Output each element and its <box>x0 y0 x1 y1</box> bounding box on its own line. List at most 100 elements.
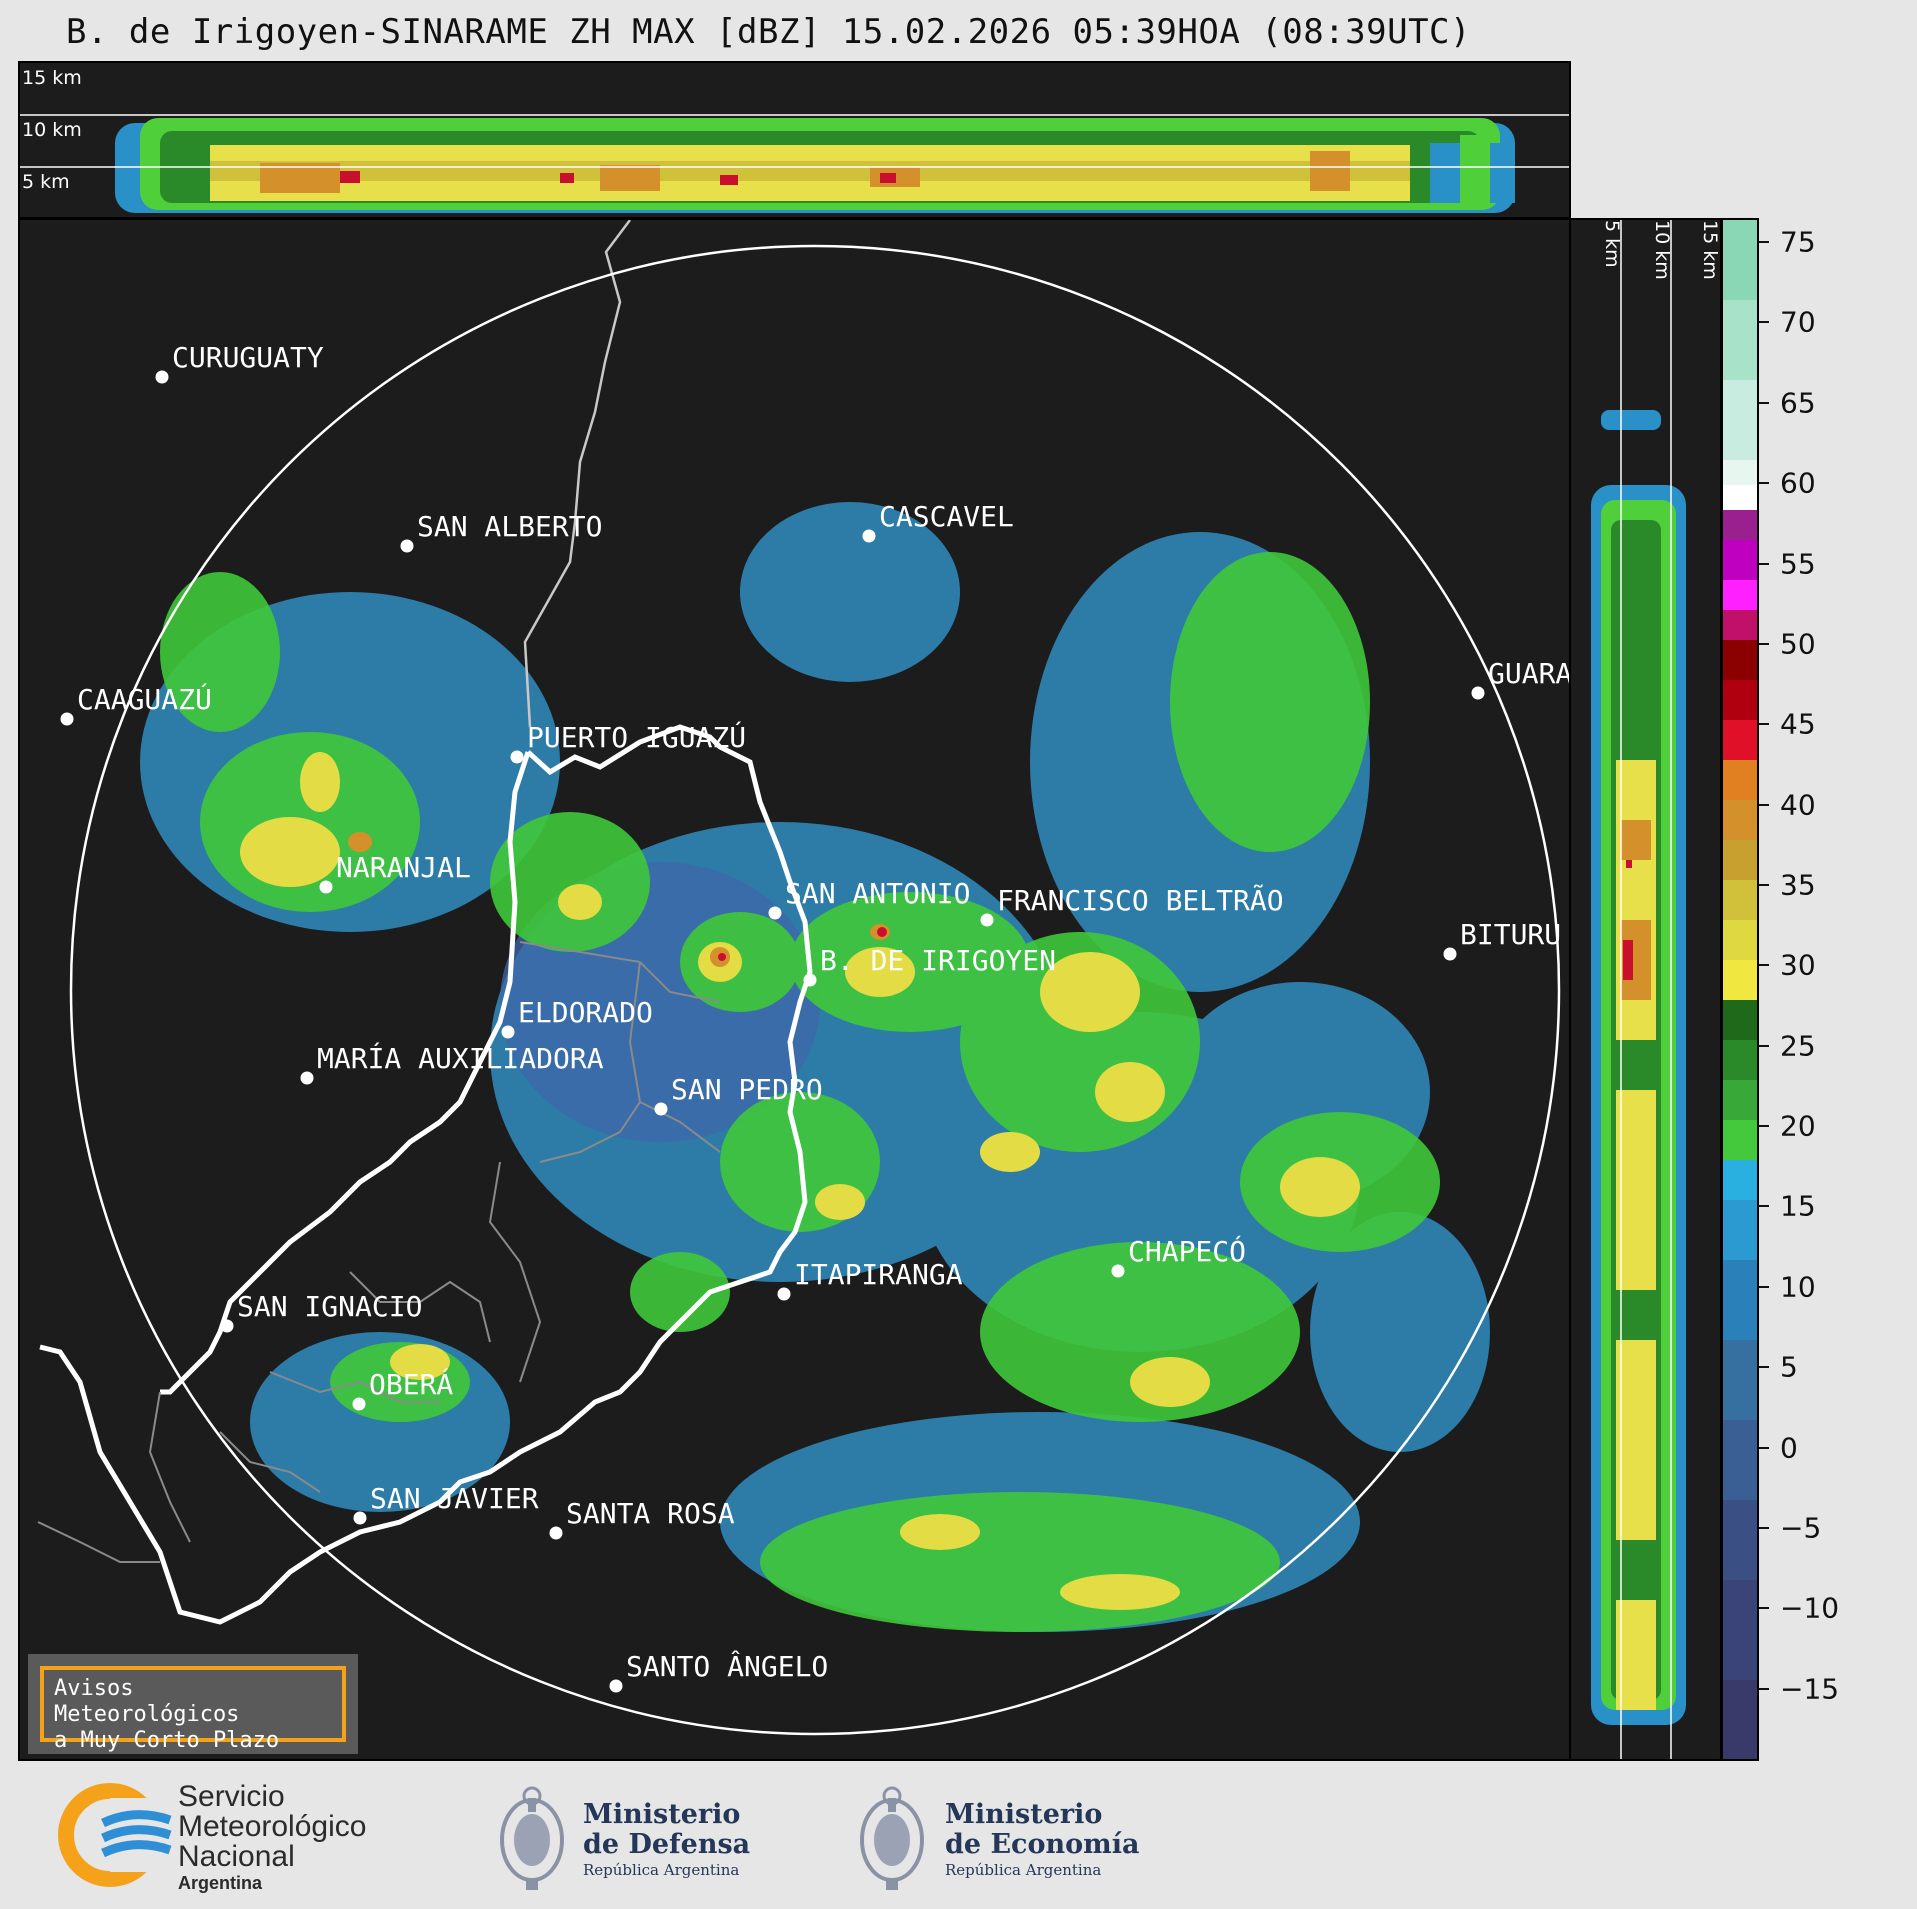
defensa-line-2: de Defensa <box>583 1829 751 1860</box>
city-marker[interactable] <box>60 712 74 726</box>
colorbar-tick <box>1759 1125 1769 1128</box>
colorbar-tick <box>1759 401 1769 404</box>
city-marker[interactable] <box>155 370 169 384</box>
side-vertical-profile: 5 km 10 km 15 km <box>1569 218 1722 1761</box>
side-profile-echoes <box>1591 220 1686 1759</box>
colorbar-tick <box>1759 884 1769 887</box>
top-vertical-profile: 15 km 10 km 5 km <box>18 61 1571 219</box>
city-label: FRANCISCO BELTRÃO <box>997 884 1284 917</box>
economia-line-1: Ministerio <box>945 1799 1103 1830</box>
defensa-line-1: Ministerio <box>583 1799 741 1830</box>
city-label: CURUGUATY <box>172 341 324 374</box>
colorbar-tick <box>1759 803 1769 806</box>
smn-line-2: Meteorológico <box>178 1810 367 1843</box>
city-markers: CURUGUATY SAN ALBERTO CASCAVEL CAAGUAZÚ GUAR… <box>60 341 1571 1693</box>
city-marker[interactable] <box>1111 1264 1125 1278</box>
city-marker[interactable] <box>980 913 994 927</box>
city-marker[interactable] <box>862 529 876 543</box>
warning-badge[interactable]: Avisos Meteorológicos a Muy Corto Plazo <box>28 1654 358 1754</box>
city-marker[interactable] <box>300 1071 314 1085</box>
city-label: CHAPECÓ <box>1128 1234 1246 1268</box>
altitude-label-10km: 10 km <box>22 119 82 141</box>
borders <box>37 220 813 1625</box>
city-label: PUERTO IGUAZÚ <box>527 720 746 754</box>
city-label: SANTO ÂNGELO <box>626 1649 828 1683</box>
colorbar-tick <box>1759 964 1769 967</box>
colorbar-tick-label: −15 <box>1780 1672 1840 1706</box>
city-label: CASCAVEL <box>879 500 1014 533</box>
warning-line-1: Avisos Meteorológicos <box>54 1676 240 1727</box>
colorbar-tick-label: 40 <box>1780 788 1816 822</box>
city-marker[interactable] <box>510 750 524 764</box>
radar-range-ring <box>69 244 1561 1736</box>
city-marker[interactable] <box>220 1319 234 1333</box>
defensa-line-3: República Argentina <box>583 1861 740 1879</box>
warning-line-2: a Muy Corto Plazo <box>54 1728 280 1753</box>
city-marker[interactable] <box>352 1397 366 1411</box>
city-label: BITURU <box>1460 918 1561 951</box>
colorbar-tick-label: 30 <box>1780 948 1816 982</box>
smn-line-3: Nacional <box>178 1840 295 1873</box>
radar-map-canvas: CURUGUATY SAN ALBERTO CASCAVEL CAAGUAZÚ GUAR… <box>37 220 1571 1736</box>
city-label: ELDORADO <box>518 996 653 1029</box>
city-marker[interactable] <box>400 539 414 553</box>
city-label: OBERÁ <box>369 1367 453 1401</box>
precipitation-echoes <box>140 502 1490 1632</box>
colorbar-tick <box>1759 1687 1769 1690</box>
city-label: NARANJAL <box>336 851 471 884</box>
colorbar-tick-label: 55 <box>1780 547 1816 581</box>
city-marker[interactable] <box>1443 947 1457 961</box>
colorbar-tick-label: 45 <box>1780 707 1816 741</box>
city-marker[interactable] <box>803 973 817 987</box>
side-altitude-label-5km: 5 km <box>1601 220 1623 268</box>
city-label: SANTA ROSA <box>566 1497 735 1530</box>
radar-map[interactable]: CURUGUATY SAN ALBERTO CASCAVEL CAAGUAZÚ GUAR… <box>18 218 1571 1761</box>
side-altitude-label-15km: 15 km <box>1699 220 1721 280</box>
city-marker[interactable] <box>777 1287 791 1301</box>
city-marker[interactable] <box>549 1526 563 1540</box>
defensa-logo-text: Ministerio de Defensa República Argentin… <box>583 1800 750 1880</box>
colorbar-tick <box>1759 1607 1769 1610</box>
city-marker[interactable] <box>609 1679 623 1693</box>
colorbar-tick-label: 60 <box>1780 466 1816 500</box>
colorbar-tick <box>1759 562 1769 565</box>
smn-line-1: Servicio <box>178 1780 285 1813</box>
colorbar-tick-label: 50 <box>1780 627 1816 661</box>
colorbar-tick <box>1759 1205 1769 1208</box>
altitude-label-5km: 5 km <box>22 171 70 193</box>
city-label: SAN ALBERTO <box>417 510 602 543</box>
city-marker[interactable] <box>353 1511 367 1525</box>
radar-title: B. de Irigoyen-SINARAME ZH MAX [dBZ] 15.… <box>66 12 1471 52</box>
city-marker[interactable] <box>654 1102 668 1116</box>
coat-of-arms-icon <box>500 1786 564 1890</box>
city-marker[interactable] <box>319 880 333 894</box>
economia-logo <box>852 1778 932 1890</box>
colorbar-tick-label: 75 <box>1780 225 1816 259</box>
colorbar-tick <box>1759 642 1769 645</box>
city-label: B. DE IRIGOYEN <box>820 944 1056 977</box>
dbz-colorbar <box>1721 218 1759 1761</box>
city-marker[interactable] <box>768 906 782 920</box>
city-label: MARÍA AUXILIADORA <box>317 1041 604 1075</box>
smn-logo <box>55 1778 175 1888</box>
city-label: SAN JAVIER <box>370 1482 539 1515</box>
city-label: ITAPIRANGA <box>794 1258 963 1291</box>
smn-logo-text: Servicio Meteorológico Nacional Argentin… <box>178 1782 366 1894</box>
colorbar-tick-label: 65 <box>1780 386 1816 420</box>
city-marker[interactable] <box>1471 686 1485 700</box>
colorbar-tick-label: 15 <box>1780 1189 1816 1223</box>
colorbar-tick-label: 25 <box>1780 1029 1816 1063</box>
coat-of-arms-icon <box>860 1786 924 1890</box>
economia-line-2: de Economía <box>945 1829 1140 1860</box>
colorbar-tick <box>1759 1526 1769 1529</box>
city-label: GUARA <box>1488 657 1571 690</box>
colorbar-tick <box>1759 321 1769 324</box>
city-label: CAAGUAZÚ <box>77 682 212 716</box>
colorbar-tick <box>1759 1366 1769 1369</box>
colorbar-tick-label: 5 <box>1780 1350 1798 1384</box>
colorbar-tick <box>1759 1285 1769 1288</box>
city-marker[interactable] <box>501 1025 515 1039</box>
colorbar-tick-label: 35 <box>1780 868 1816 902</box>
colorbar-tick-label: 70 <box>1780 305 1816 339</box>
colorbar-tick-label: −10 <box>1780 1591 1840 1625</box>
